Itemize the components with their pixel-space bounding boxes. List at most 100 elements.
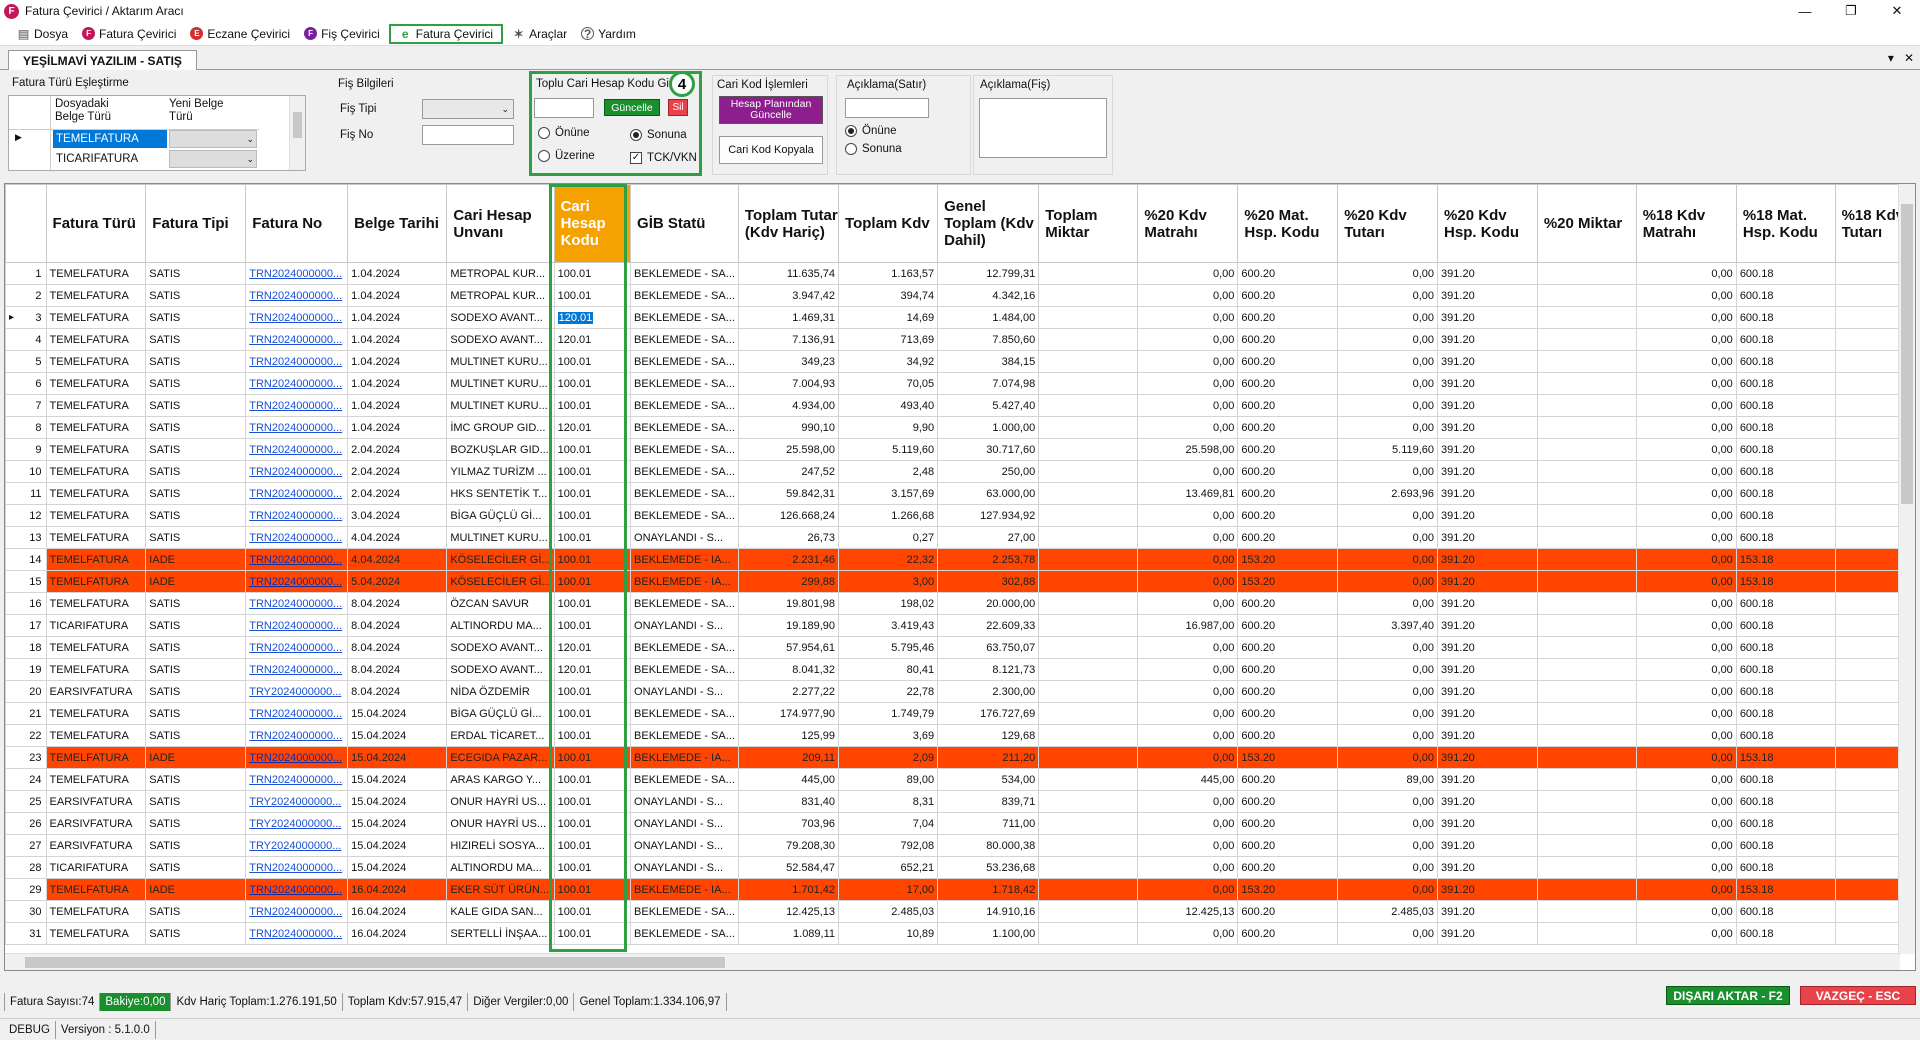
grid-cell[interactable]: 0,00: [1635, 306, 1737, 329]
grid-cell[interactable]: 0,00: [1137, 922, 1239, 945]
grid-cell[interactable]: 0,00: [1337, 372, 1439, 395]
invoice-no-text[interactable]: TRN2024000000...: [249, 487, 343, 500]
grid-cell[interactable]: [1536, 350, 1637, 373]
grid-cell[interactable]: SODEXO AVANT...: [446, 658, 555, 681]
grid-cell[interactable]: [1038, 504, 1139, 527]
grid-cell[interactable]: 600.18: [1735, 460, 1836, 483]
grid-cell[interactable]: [1536, 284, 1637, 307]
grid-cell[interactable]: 100.01: [553, 922, 632, 945]
table-row[interactable]: 16 TEMELFATURA SATIS TRN2024000000... 8.04.2…: [5, 592, 1915, 615]
grid-cell[interactable]: SATIS: [145, 636, 247, 659]
grid-cell[interactable]: 100.01: [553, 394, 632, 417]
grid-cell[interactable]: 12.799,31: [937, 262, 1040, 285]
grid-cell[interactable]: 600.20: [1237, 636, 1339, 659]
grid-cell[interactable]: 8.04.2024: [347, 658, 448, 681]
grid-cell[interactable]: 0,00: [1137, 372, 1239, 395]
grid-cell[interactable]: 12.425,13: [737, 900, 840, 923]
grid-cell[interactable]: BEKLEMEDE - SA...: [630, 900, 739, 923]
table-row[interactable]: 24 TEMELFATURA SATIS TRN2024000000... 15.04.…: [5, 768, 1915, 791]
grid-cell[interactable]: 0,00: [1337, 812, 1439, 835]
invoice-no-link[interactable]: TRN2024000000...: [245, 526, 349, 549]
grid-cell[interactable]: 15.04.2024: [347, 834, 448, 857]
grid-cell[interactable]: [1038, 328, 1139, 351]
invoice-no-link[interactable]: TRN2024000000...: [245, 922, 349, 945]
grid-cell[interactable]: [1038, 834, 1139, 857]
grid-cell[interactable]: 391.20: [1437, 768, 1538, 791]
grid-cell[interactable]: 600.18: [1735, 284, 1836, 307]
grid-cell[interactable]: EARSIVFATURA: [45, 834, 147, 857]
grid-cell[interactable]: 53.236,68: [937, 856, 1040, 879]
grid-cell[interactable]: ONAYLANDI - S...: [630, 614, 739, 637]
grid-cell[interactable]: MULTINET KURU...: [446, 372, 555, 395]
grid-cell[interactable]: TEMELFATURA: [45, 372, 147, 395]
table-row[interactable]: 11 TEMELFATURA SATIS TRN2024000000... 2.04.2…: [5, 482, 1915, 505]
grid-cell[interactable]: 1.04.2024: [347, 350, 448, 373]
grid-cell[interactable]: 100.01: [553, 702, 632, 725]
grid-cell[interactable]: TICARIFATURA: [45, 856, 147, 879]
grid-cell[interactable]: [1536, 482, 1637, 505]
table-row[interactable]: 31 TEMELFATURA SATIS TRN2024000000... 16.04.…: [5, 922, 1915, 945]
grid-cell[interactable]: 600.20: [1237, 372, 1339, 395]
grid-cell[interactable]: 1.04.2024: [347, 284, 448, 307]
table-row[interactable]: 6 TEMELFATURA SATIS TRN2024000000... 1.04.20…: [5, 372, 1915, 395]
invoice-no-text[interactable]: TRN2024000000...: [249, 333, 343, 346]
grid-cell[interactable]: 0,00: [1635, 284, 1737, 307]
table-row[interactable]: 8 TEMELFATURA SATIS TRN2024000000... 1.04.20…: [5, 416, 1915, 439]
cancel-button[interactable]: VAZGEÇ - ESC: [1800, 986, 1916, 1005]
invoice-no-text[interactable]: TRN2024000000...: [249, 729, 343, 742]
grid-cell[interactable]: 1.04.2024: [347, 416, 448, 439]
grid-cell[interactable]: 2.485,03: [1337, 900, 1439, 923]
grid-cell[interactable]: 26,73: [737, 526, 840, 549]
grid-cell[interactable]: ONAYLANDI - S...: [630, 834, 739, 857]
grid-vertical-scrollbar[interactable]: [1898, 184, 1915, 954]
grid-cell[interactable]: 80,41: [838, 658, 939, 681]
grid-cell[interactable]: BOZKUŞLAR GID...: [446, 438, 555, 461]
grid-cell[interactable]: EKER SÜT ÜRÜN...: [446, 878, 555, 901]
grid-cell[interactable]: SATIS: [145, 592, 247, 615]
grid-cell[interactable]: 15.04.2024: [347, 768, 448, 791]
grid-cell[interactable]: [1536, 702, 1637, 725]
grid-cell[interactable]: SERTELLİ İNŞAA...: [446, 922, 555, 945]
grid-cell[interactable]: TEMELFATURA: [45, 306, 147, 329]
grid-cell[interactable]: 600.20: [1237, 394, 1339, 417]
tck-vkn-checkbox[interactable]: ✓ TCK/VKN: [630, 152, 697, 164]
grid-cell[interactable]: BEKLEMEDE - SA...: [630, 328, 739, 351]
grid-cell[interactable]: 600.18: [1735, 900, 1836, 923]
grid-cell[interactable]: 711,00: [937, 812, 1040, 835]
grid-cell[interactable]: BİGA GÜÇLÜ Gİ...: [446, 702, 555, 725]
grid-cell[interactable]: 703,96: [737, 812, 840, 835]
invoice-no-text[interactable]: TRN2024000000...: [249, 377, 343, 390]
grid-cell[interactable]: 22,32: [838, 548, 939, 571]
grid-cell[interactable]: 100.01: [553, 680, 632, 703]
grid-cell[interactable]: 100.01: [553, 570, 632, 593]
grid-cell[interactable]: 600.18: [1735, 614, 1836, 637]
table-row[interactable]: 15 TEMELFATURA IADE TRN2024000000... 5.04.20…: [5, 570, 1915, 593]
grid-cell[interactable]: 100.01: [553, 284, 632, 307]
grid-cell[interactable]: TEMELFATURA: [45, 350, 147, 373]
grid-cell[interactable]: 0,00: [1137, 834, 1239, 857]
grid-cell[interactable]: 0,00: [1635, 350, 1737, 373]
grid-cell[interactable]: 600.20: [1237, 328, 1339, 351]
grid-cell[interactable]: [1038, 790, 1139, 813]
grid-cell[interactable]: 2.253,78: [937, 548, 1040, 571]
mapping-scrollbar[interactable]: [289, 96, 305, 170]
grid-cell[interactable]: ONAYLANDI - S...: [630, 790, 739, 813]
invoice-no-link[interactable]: TRN2024000000...: [245, 548, 349, 571]
grid-cell[interactable]: 391.20: [1437, 504, 1538, 527]
column-header[interactable]: Genel Toplam (Kdv Dahil): [937, 184, 1040, 263]
export-button[interactable]: DIŞARI AKTAR - F2: [1666, 986, 1790, 1005]
grid-cell[interactable]: 0,00: [1635, 790, 1737, 813]
grid-cell[interactable]: 600.18: [1735, 416, 1836, 439]
grid-cell[interactable]: BEKLEMEDE - SA...: [630, 306, 739, 329]
grid-cell[interactable]: 990,10: [737, 416, 840, 439]
grid-cell[interactable]: 600.20: [1237, 680, 1339, 703]
grid-cell[interactable]: 302,88: [937, 570, 1040, 593]
grid-cell[interactable]: 1.04.2024: [347, 306, 448, 329]
grid-cell[interactable]: 2.300,00: [937, 680, 1040, 703]
invoice-no-text[interactable]: TRN2024000000...: [249, 861, 343, 874]
grid-cell[interactable]: BEKLEMEDE - SA...: [630, 460, 739, 483]
menu-item-2[interactable]: E Eczane Çevirici: [185, 24, 295, 44]
grid-cell[interactable]: 120.01: [553, 416, 632, 439]
grid-cell[interactable]: [1038, 372, 1139, 395]
grid-cell[interactable]: 5.119,60: [838, 438, 939, 461]
